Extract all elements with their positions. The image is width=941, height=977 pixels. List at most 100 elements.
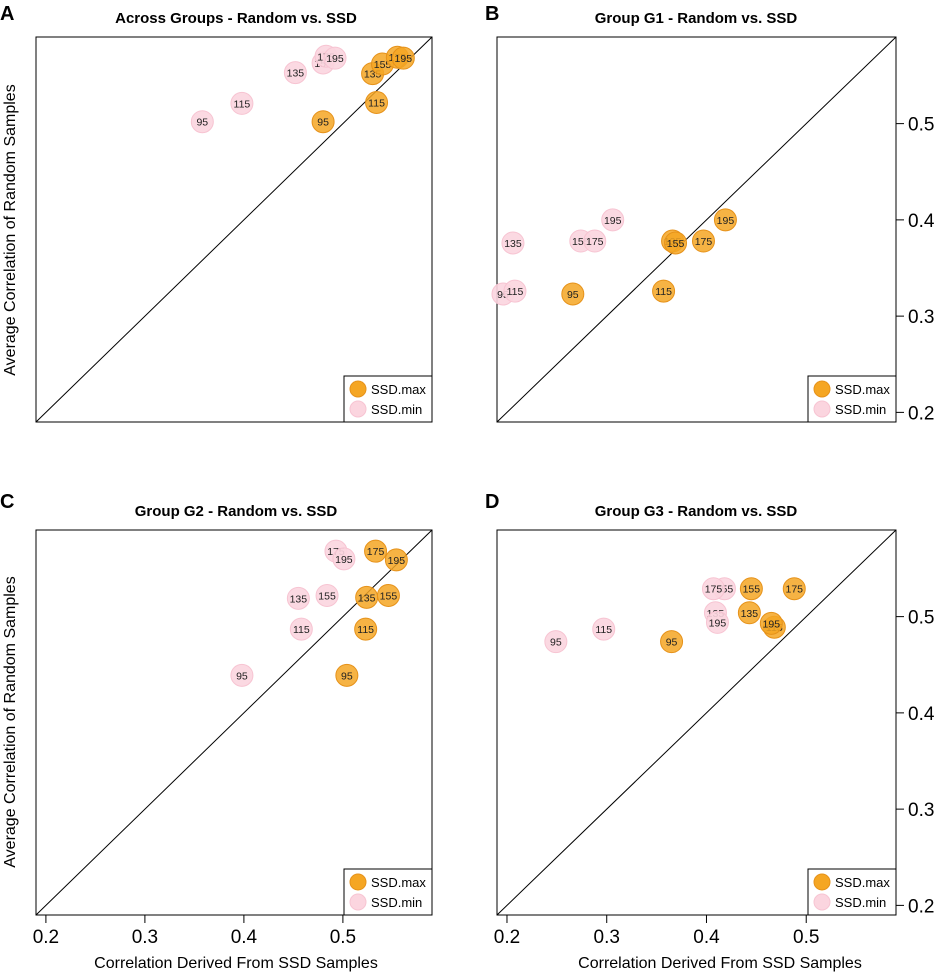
panel-b-ytick-label: 0.3 (908, 307, 934, 328)
panel-c-point-label-min-155: 155 (318, 590, 336, 602)
panel-d-point-label-max-155: 155 (743, 584, 761, 596)
panel-b-point-max-95 (561, 282, 585, 306)
panel-b-point-label-min-195: 195 (604, 215, 622, 227)
panel-a-point-min-135 (283, 61, 307, 85)
panel-a-point-label-min-95: 95 (196, 117, 208, 129)
panel-a-legend: SSD.max SSD.min (343, 375, 433, 423)
panel-c: C Group G2 - Random vs. SSD 95 115 135 155 1… (0, 491, 433, 948)
y-axis-label-bottom: Average Correlation of Random Samples (2, 576, 19, 867)
panel-b-point-label-min-135: 135 (504, 238, 522, 250)
panel-b-ytick-label: 0.5 (908, 115, 934, 136)
panel-c-point-min-195 (332, 547, 356, 571)
panel-b: B Group G1 - Random vs. SSD 95 115 135 155 1… (485, 3, 935, 424)
panel-b-point-max-175 (691, 229, 715, 253)
panel-a-legend-max-label: SSD.max (371, 382, 426, 397)
panel-d-xtick-label: 0.4 (693, 927, 720, 948)
panel-a-plot-frame (35, 36, 433, 423)
panel-b-legend-max-label: SSD.max (835, 382, 890, 397)
panel-a-legend-max-marker (349, 380, 367, 398)
panel-d-xtick-label: 0.3 (594, 927, 620, 948)
panel-d-point-label-min-195: 195 (709, 617, 727, 629)
panel-d-ticks: 0.2 0.3 0.4 0.5 0.2 0.3 0.4 0.5 (494, 608, 935, 948)
panel-c-legend-min-label: SSD.min (371, 895, 422, 910)
panel-b-points: 9511513515517519595115135155175195 (491, 208, 737, 306)
panel-d-point-min-115 (592, 617, 616, 641)
panel-d-legend-max-marker (813, 873, 831, 891)
panel-d-point-max-155 (739, 577, 763, 601)
panel-c-legend: SSD.max SSD.min (343, 868, 433, 916)
panel-d-ytick-label: 0.4 (908, 704, 935, 725)
panel-a-legend-min-label: SSD.min (371, 402, 422, 417)
panel-a-point-max-195 (391, 46, 415, 70)
panel-letter-c: C (0, 491, 14, 513)
panel-d-ytick-label: 0.5 (908, 608, 934, 629)
panel-b-plot-frame (496, 36, 897, 423)
panel-b-point-min-115 (503, 279, 527, 303)
panel-c-point-max-175 (364, 539, 388, 563)
panel-d-point-label-min-95: 95 (550, 637, 562, 649)
panel-d-point-label-max-175: 175 (785, 584, 803, 596)
panel-c-legend-min-marker (349, 893, 367, 911)
panel-c-title: Group G2 - Random vs. SSD (135, 503, 338, 520)
panel-a-point-min-95 (190, 110, 214, 134)
panel-d-point-label-max-95: 95 (666, 637, 678, 649)
panel-b-point-min-195 (601, 208, 625, 232)
panel-b-point-label-min-175: 175 (586, 236, 604, 248)
panel-d-point-max-135 (737, 601, 761, 625)
panel-d-ytick-label: 0.2 (908, 896, 934, 917)
panel-c-point-max-95 (335, 663, 359, 687)
panel-b-ytick-label: 0.4 (908, 211, 935, 232)
x-axis-label-left: Correlation Derived From SSD Samples (94, 955, 378, 972)
panel-b-legend: SSD.max SSD.min (807, 375, 897, 423)
panel-a-legend-min-marker (349, 400, 367, 418)
panel-b-diagonal (496, 36, 897, 423)
panel-b-legend-min-label: SSD.min (835, 402, 886, 417)
panel-a-point-label-min-195: 195 (326, 53, 344, 65)
panel-b-point-label-max-115: 115 (655, 286, 672, 298)
panel-c-xtick-label: 0.2 (33, 927, 59, 948)
panel-b-title: Group G1 - Random vs. SSD (595, 10, 798, 27)
panel-c-point-min-135 (286, 586, 310, 610)
panel-c-xtick-label: 0.5 (330, 927, 356, 948)
x-axis-label-right: Correlation Derived From SSD Samples (578, 955, 862, 972)
panel-d: D Group G3 - Random vs. SSD 95 115 135 155 1… (485, 491, 935, 948)
panel-d-legend-max-label: SSD.max (835, 875, 890, 890)
panel-c-point-label-max-135: 135 (358, 592, 376, 604)
panel-d-xtick-label: 0.5 (793, 927, 819, 948)
panel-b-point-min-175 (583, 229, 607, 253)
panel-d-point-min-95 (544, 630, 568, 654)
panel-c-point-label-min-115: 115 (293, 624, 310, 636)
panel-letter-b: B (485, 3, 499, 25)
panel-d-point-max-195 (759, 611, 783, 635)
panel-c-point-label-min-95: 95 (236, 670, 248, 682)
panel-letter-a: A (0, 3, 14, 25)
panel-c-point-max-195 (384, 548, 408, 572)
panel-b-point-label-max-95: 95 (567, 289, 579, 301)
panel-d-point-max-95 (660, 630, 684, 654)
panel-d-plot-frame (496, 529, 897, 916)
panel-c-xtick-label: 0.4 (231, 927, 258, 948)
panel-a-point-max-95 (311, 110, 335, 134)
panel-a-point-min-195 (323, 46, 347, 70)
panel-d-legend: SSD.max SSD.min (807, 868, 897, 916)
panel-c-point-label-max-155: 155 (380, 590, 398, 602)
panel-b-identity-line (496, 36, 897, 423)
panel-b-point-label-max-195: 195 (717, 215, 735, 227)
panel-c-point-max-155 (376, 583, 400, 607)
panel-a-point-label-max-195: 195 (395, 53, 413, 65)
panel-b-point-label-max-155: 155 (667, 238, 685, 250)
panel-letter-d: D (485, 491, 499, 513)
panel-b-ytick-label: 0.2 (908, 403, 934, 424)
panel-c-point-min-95 (230, 663, 254, 687)
panel-d-points: 9511513515517519595115135155175195 (544, 577, 806, 654)
panel-a-point-label-max-95: 95 (317, 117, 329, 129)
panel-c-point-min-155 (315, 583, 339, 607)
panel-c-point-max-115 (354, 617, 378, 641)
panel-c-plot-frame (35, 529, 433, 916)
panel-c-point-label-max-175: 175 (367, 546, 385, 558)
panel-c-point-min-115 (289, 617, 313, 641)
panel-b-point-min-135 (501, 231, 525, 255)
panel-c-legend-max-marker (349, 873, 367, 891)
panel-c-legend-max-label: SSD.max (371, 875, 426, 890)
